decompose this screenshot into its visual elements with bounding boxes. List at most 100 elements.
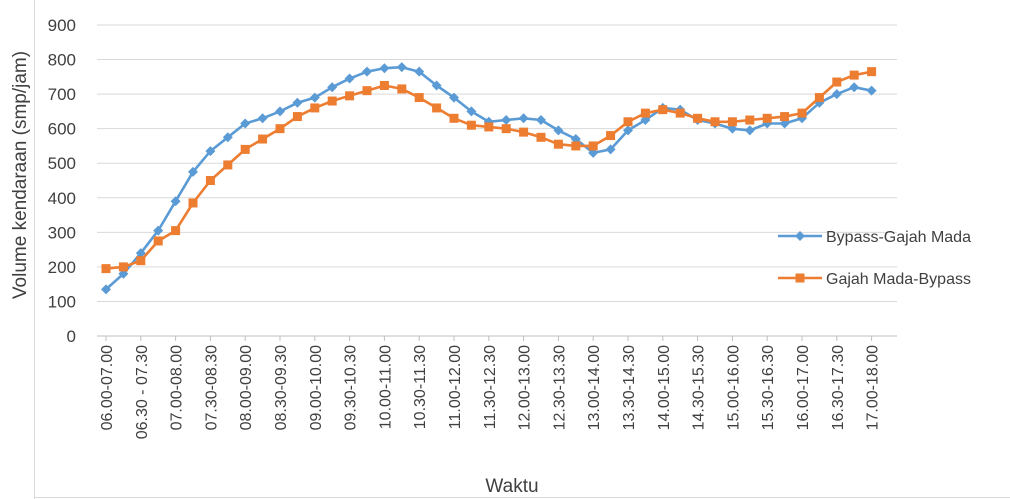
- data-point: [466, 120, 476, 130]
- data-point: [414, 66, 425, 77]
- legend: Bypass-Gajah Mada Gajah Mada-Bypass: [778, 229, 971, 288]
- x-tick-label: 08.00-09.00: [238, 345, 255, 431]
- data-point: [327, 96, 337, 106]
- data-point: [797, 108, 807, 118]
- data-point: [849, 70, 859, 80]
- data-point: [362, 66, 372, 77]
- data-point: [309, 92, 320, 103]
- y-tick-label: 400: [48, 189, 76, 208]
- data-point: [501, 124, 511, 134]
- x-axis-ticks: 06.00-07.00 06.30 - 07.30 07.00-08.00 07.30…: [99, 336, 882, 439]
- chart-frame-left: [34, 0, 35, 499]
- x-tick-label: 06.30 - 07.30: [134, 345, 151, 439]
- data-point: [623, 117, 633, 127]
- series-line: [105, 70, 872, 270]
- x-tick-label: 08.30-09.30: [273, 345, 290, 431]
- data-point: [849, 82, 860, 93]
- data-point: [658, 105, 668, 115]
- data-point: [257, 113, 268, 124]
- legend-label: Bypass-Gajah Mada: [826, 229, 971, 246]
- data-point: [379, 80, 389, 90]
- y-tick-label: 0: [67, 327, 76, 346]
- legend-item: Gajah Mada-Bypass: [778, 271, 971, 288]
- data-point: [518, 113, 529, 124]
- x-tick-label: 06.00-07.00: [99, 345, 116, 431]
- data-point: [693, 113, 703, 123]
- y-axis-label: Volume kendaraan (smp/jam): [10, 51, 31, 299]
- x-tick-label: 07.30-08.30: [203, 345, 220, 431]
- data-point: [519, 127, 529, 137]
- x-tick-label: 17.00-18.00: [865, 345, 882, 431]
- chart-frame-bottom: [34, 497, 1010, 498]
- data-point: [710, 117, 720, 127]
- y-tick-label: 100: [48, 292, 76, 311]
- x-tick-label: 12.00-13.00: [517, 345, 534, 431]
- data-point: [345, 91, 355, 101]
- series-2: [101, 67, 877, 274]
- y-tick-label: 900: [48, 16, 76, 35]
- data-point: [588, 141, 598, 151]
- data-point: [275, 106, 285, 117]
- x-tick-label: 09.30-10.30: [343, 345, 360, 431]
- data-point: [205, 146, 216, 157]
- data-point: [727, 117, 737, 127]
- x-tick-label: 10.30-11.30: [412, 345, 429, 429]
- data-point: [727, 123, 738, 134]
- data-point: [275, 124, 285, 134]
- x-tick-label: 11.00-12.00: [447, 345, 464, 429]
- data-point: [171, 226, 181, 236]
- y-axis-ticks: 0 100 200 300 400 500 600 700 800 900: [48, 16, 76, 346]
- data-point: [484, 122, 494, 132]
- legend-marker: [795, 273, 805, 283]
- y-tick-label: 700: [48, 85, 76, 104]
- data-point: [780, 112, 790, 122]
- data-point: [101, 264, 111, 274]
- x-tick-label: 07.00-08.00: [169, 345, 186, 431]
- x-tick-label: 13.30-14.30: [621, 345, 638, 431]
- data-point: [762, 113, 772, 123]
- legend-label: Gajah Mada-Bypass: [826, 271, 971, 288]
- data-point: [153, 225, 164, 236]
- x-tick-label: 09.00-10.00: [308, 345, 325, 431]
- data-point: [606, 131, 616, 141]
- x-tick-label: 15.30-16.30: [760, 345, 777, 431]
- data-point: [188, 198, 198, 208]
- data-point: [449, 113, 459, 123]
- data-point: [101, 284, 111, 295]
- data-point: [866, 85, 877, 96]
- data-point: [449, 92, 459, 103]
- data-point: [536, 132, 546, 142]
- data-point: [553, 139, 563, 149]
- data-point: [814, 93, 824, 103]
- x-tick-label: 16.00-17.00: [795, 345, 812, 431]
- series-1: [101, 62, 877, 295]
- data-point: [223, 160, 233, 170]
- data-point: [258, 134, 268, 144]
- data-point: [831, 89, 842, 100]
- y-tick-label: 600: [48, 120, 76, 139]
- data-point: [362, 86, 372, 96]
- legend-item: Bypass-Gajah Mada: [778, 229, 971, 246]
- data-point: [240, 118, 251, 129]
- data-point: [170, 196, 181, 207]
- series-line: [105, 65, 872, 291]
- data-point: [379, 63, 390, 74]
- series-layer: [101, 62, 877, 295]
- x-tick-label: 11.30-12.30: [482, 345, 499, 429]
- data-point: [466, 106, 477, 117]
- y-tick-label: 500: [48, 154, 76, 173]
- data-point: [745, 115, 755, 125]
- data-point: [292, 112, 302, 122]
- data-point: [136, 256, 146, 266]
- data-point: [623, 125, 633, 136]
- x-tick-label: 16.30-17.30: [830, 345, 847, 431]
- data-point: [188, 166, 198, 177]
- x-tick-label: 10.00-11.00: [377, 345, 394, 429]
- data-point: [501, 115, 512, 126]
- data-point: [240, 144, 250, 154]
- data-point: [832, 77, 842, 87]
- data-point: [396, 62, 407, 73]
- data-point: [118, 262, 128, 272]
- data-point: [310, 103, 320, 113]
